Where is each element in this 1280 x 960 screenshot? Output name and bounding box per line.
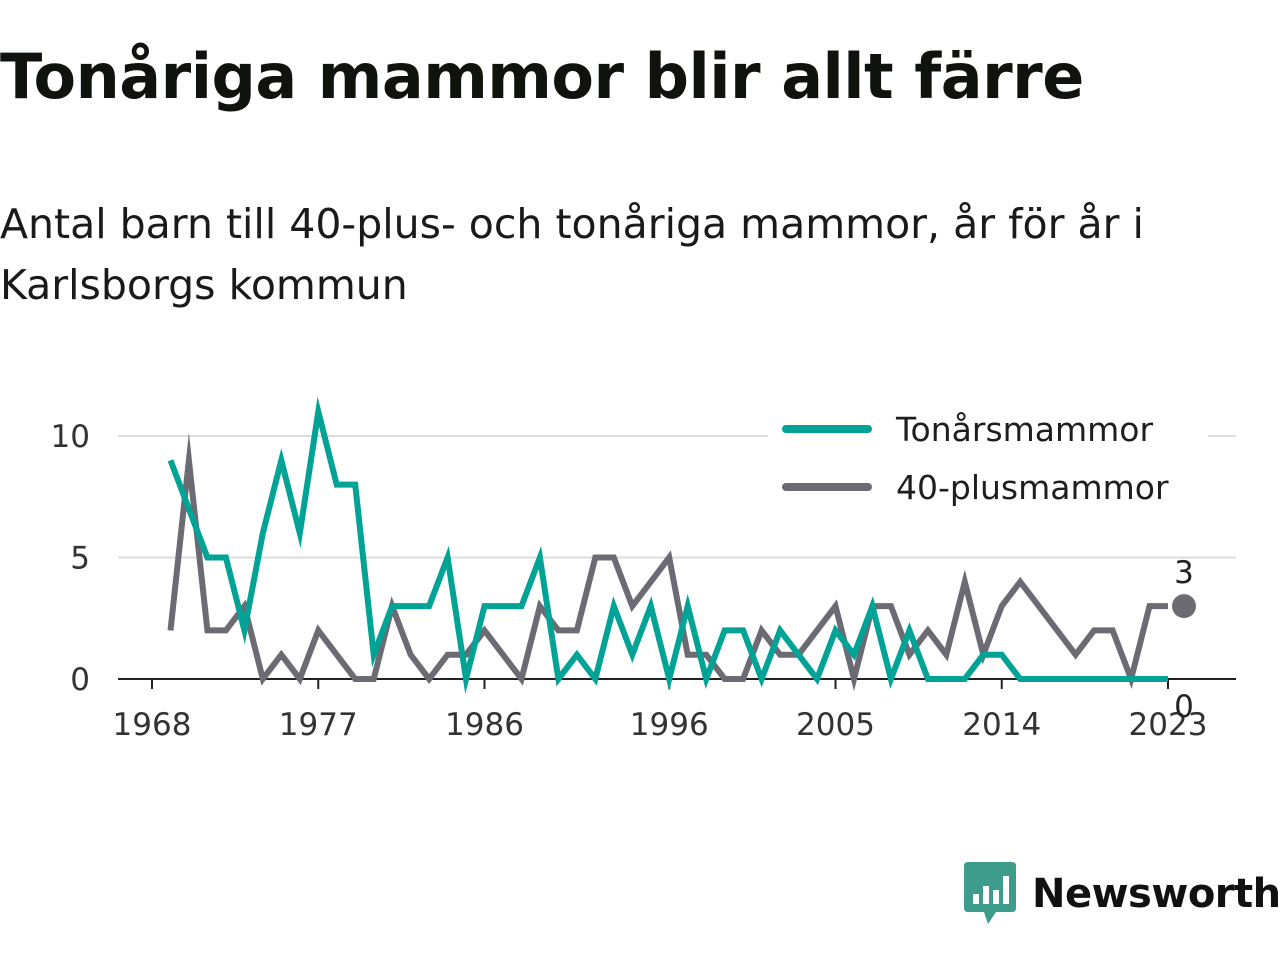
logo-bar	[983, 886, 989, 904]
legend: Tonårsmammor 40-plusmammor	[768, 401, 1208, 515]
legend-label: Tonårsmammor	[895, 410, 1153, 449]
x-tick-label: 1996	[630, 707, 709, 743]
x-tick-label: 2014	[962, 707, 1041, 743]
y-axis-tick-labels: 0 5 10	[51, 419, 90, 698]
y-tick-label: 5	[70, 541, 90, 577]
newsworthy-logo: Newsworthy	[964, 862, 1280, 926]
end-marker	[1172, 594, 1196, 619]
end-label: 3	[1174, 555, 1194, 591]
end-markers: 30	[1172, 555, 1196, 725]
series-lines	[167, 396, 1168, 695]
x-axis: 1968 1977 1986 1996 2005 2014 2023	[113, 678, 1236, 743]
logo-bar	[993, 890, 999, 904]
x-tick-label: 2005	[796, 707, 875, 743]
series-line-tonarsmammor	[167, 396, 1168, 695]
x-tick-label: 2023	[1129, 707, 1208, 743]
x-tick-label: 1968	[113, 707, 192, 743]
y-tick-label: 0	[70, 662, 90, 698]
logo-text: Newsworthy	[1032, 871, 1280, 917]
chart-subtitle: Antal barn till 40-plus- och tonåriga ma…	[0, 200, 1144, 309]
end-label: 0	[1174, 689, 1194, 725]
logo-bar	[1003, 876, 1009, 904]
series-line-fortyplusmammor	[167, 432, 1168, 692]
y-tick-label: 10	[51, 419, 90, 455]
chart-title: Tonåriga mammor blir allt färre	[0, 40, 1084, 113]
logo-bar	[973, 894, 979, 904]
bar-chart-speech-bubble-icon	[964, 862, 1016, 924]
x-tick-label: 1986	[445, 707, 524, 743]
x-tick-label: 1977	[279, 707, 358, 743]
legend-label: 40-plusmammor	[896, 468, 1169, 507]
